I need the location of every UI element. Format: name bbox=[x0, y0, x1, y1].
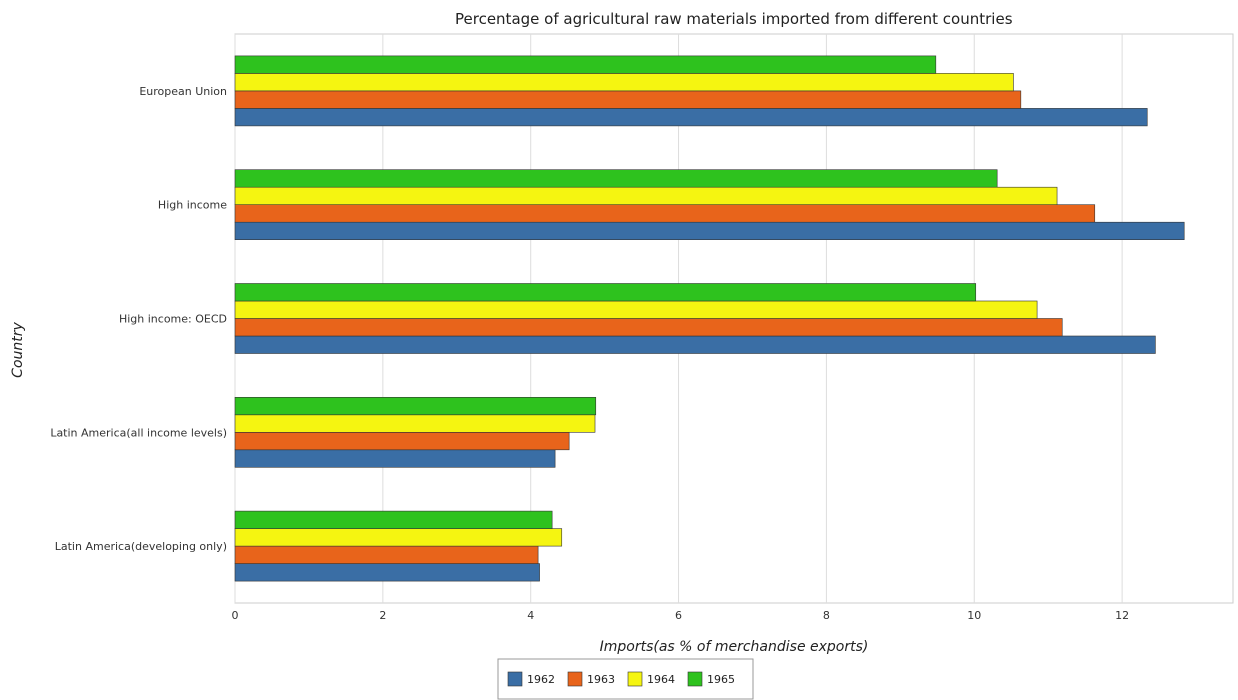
chart-title: Percentage of agricultural raw materials… bbox=[455, 10, 1013, 28]
bars-group bbox=[234, 55, 1185, 582]
bar-1965 bbox=[234, 510, 553, 529]
x-axis-label: Imports(as % of merchandise exports) bbox=[600, 639, 869, 655]
bar-1962 bbox=[234, 563, 540, 582]
bar-1963 bbox=[234, 90, 1022, 109]
bar-1965 bbox=[234, 55, 937, 74]
x-tick-label: 12 bbox=[1115, 609, 1129, 622]
bar-1963 bbox=[234, 431, 570, 451]
legend-swatch bbox=[687, 671, 703, 687]
bar-1962 bbox=[234, 335, 1156, 354]
x-tick-label: 2 bbox=[379, 609, 386, 622]
bar-1962 bbox=[234, 108, 1148, 127]
legend-label: 1963 bbox=[587, 673, 615, 686]
y-tick-label: High income: OECD bbox=[119, 313, 227, 326]
y-tick-label: High income bbox=[158, 199, 227, 212]
bar-1962 bbox=[234, 449, 556, 468]
y-tick-label: Latin America(developing only) bbox=[55, 540, 227, 553]
bar-1965 bbox=[234, 169, 998, 188]
legend-swatch bbox=[627, 671, 643, 687]
bar-1964 bbox=[234, 73, 1014, 92]
bar-1964 bbox=[234, 528, 563, 547]
x-tick-label: 4 bbox=[527, 609, 534, 622]
x-tick-label: 6 bbox=[675, 609, 682, 622]
legend-frame bbox=[497, 658, 754, 700]
bar-1965 bbox=[234, 283, 977, 302]
legend-label: 1962 bbox=[527, 673, 555, 686]
legend-swatch bbox=[507, 671, 523, 687]
x-tick-label: 0 bbox=[232, 609, 239, 622]
x-tick-label: 8 bbox=[823, 609, 830, 622]
bar-1965 bbox=[234, 396, 597, 416]
x-tick-label: 10 bbox=[967, 609, 981, 622]
bar-1964 bbox=[234, 186, 1058, 205]
legend: 1962 1963 1964 1965 bbox=[497, 658, 754, 700]
bar-1962 bbox=[234, 221, 1185, 240]
legend-swatch bbox=[567, 671, 583, 687]
bar-1963 bbox=[234, 204, 1096, 223]
legend-label: 1964 bbox=[647, 673, 675, 686]
y-axis-label: Country bbox=[10, 321, 26, 377]
y-tick-label: Latin America(all income levels) bbox=[50, 426, 227, 439]
y-axis-ticks: European Union High income High income: OE… bbox=[50, 85, 227, 553]
bar-1963 bbox=[234, 545, 539, 564]
y-tick-label: European Union bbox=[139, 85, 227, 98]
bar-1963 bbox=[234, 318, 1063, 337]
bar-1964 bbox=[234, 414, 596, 433]
bar-1964 bbox=[234, 300, 1038, 319]
x-axis-ticks: 0 2 4 6 8 10 12 bbox=[232, 609, 1130, 622]
legend-label: 1965 bbox=[707, 673, 735, 686]
